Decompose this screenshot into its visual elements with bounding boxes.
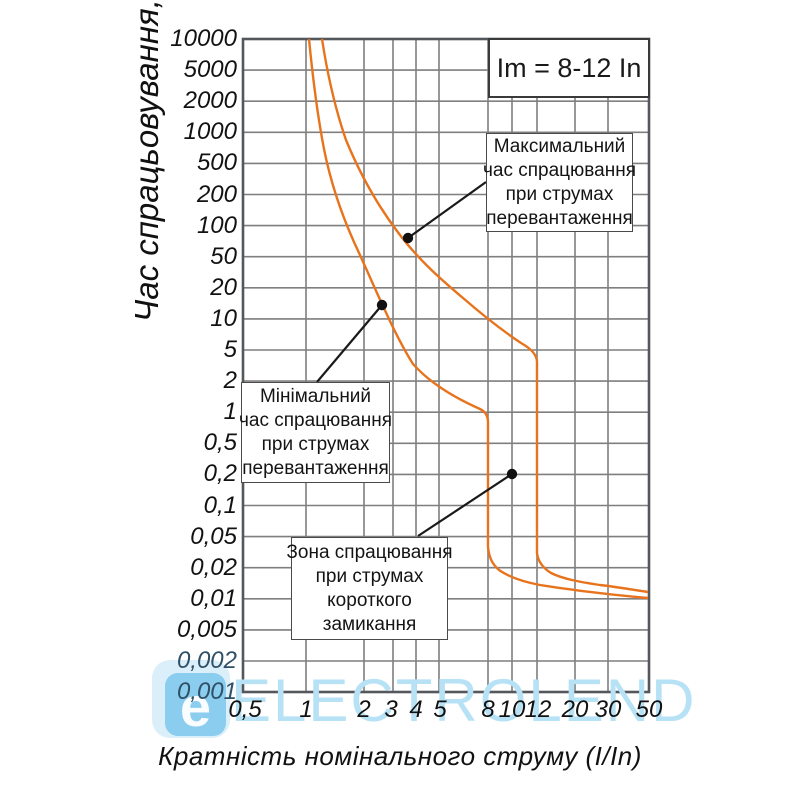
x-tick-label: 8	[481, 696, 495, 723]
y-tick-label: 10	[210, 305, 237, 332]
x-tick-label: 4	[409, 696, 423, 723]
minimum-trip-curve	[307, 38, 649, 600]
im-range-text: Im = 8-12 In	[496, 52, 642, 83]
x-tick-label: 3	[384, 696, 398, 723]
annotation-line: при струмах	[505, 183, 614, 205]
y-tick-label: 5	[223, 336, 237, 363]
watermark-logo: e	[165, 673, 226, 736]
y-tick-label: 50	[210, 243, 237, 270]
annotation-line: Мінімальний	[259, 385, 372, 407]
im-range-box: Im = 8-12 In	[488, 38, 650, 98]
callout-line-min	[316, 304, 383, 383]
callout-dot-min	[376, 299, 388, 311]
annotation-line: час спрацювання	[238, 409, 393, 431]
y-tick-label: 10000	[170, 25, 237, 52]
y-tick-label: 0,5	[203, 429, 237, 456]
y-tick-label: 0,01	[190, 585, 237, 612]
y-tick-label: 200	[196, 181, 237, 208]
annotation-line: перевантаження	[242, 457, 389, 479]
y-tick-label: 0,2	[203, 460, 237, 487]
y-tick-label: 0,002	[176, 647, 237, 674]
y-tick-label: 2	[223, 367, 237, 394]
y-tick-label: 2000	[183, 87, 237, 114]
callout-dot-zone	[506, 468, 518, 480]
annotation-line: Зона спрацювання	[286, 541, 453, 563]
annotation-line: час спрацювання	[482, 159, 637, 181]
y-tick-label: 5000	[183, 56, 237, 83]
y-tick-label: 20	[210, 274, 237, 301]
annotation-line: при струмах	[261, 433, 370, 455]
annotation-min-trip-time: Мінімальний час спрацювання при струмах …	[238, 382, 393, 483]
x-tick-label: 5	[433, 696, 447, 723]
annotation-line: короткого	[327, 589, 412, 611]
y-tick-label: 0,02	[190, 554, 237, 581]
callout-line-zone	[417, 473, 513, 537]
x-tick-label: 50	[635, 696, 663, 723]
annotation-line: при струмах	[315, 565, 424, 587]
x-tick-label: 12	[524, 696, 552, 723]
watermark-text: ELECTROLEND	[231, 667, 697, 734]
x-tick-label: 10	[498, 696, 526, 723]
watermark-logo-letter: e	[179, 674, 212, 738]
y-tick-label: 100	[196, 212, 237, 239]
y-tick-label: 1	[223, 398, 237, 425]
x-tick-label: 2	[357, 696, 371, 723]
maximum-trip-curve	[320, 38, 649, 594]
x-tick-label: 0,5	[228, 696, 262, 723]
annotation-max-trip-time: Максимальний час спрацювання при струмах…	[482, 133, 637, 232]
y-tick-label: 0,001	[176, 678, 237, 705]
y-tick-label: 0,1	[203, 492, 237, 519]
x-tick-label: 1	[299, 696, 313, 723]
callout-dot-max	[402, 232, 414, 244]
annotation-line: перевантаження	[486, 207, 633, 229]
y-tick-label: 500	[196, 149, 237, 176]
x-axis-title: Кратність номінального струму (I/In)	[158, 741, 642, 771]
x-tick-label: 30	[594, 696, 622, 723]
annotation-line: Максимальний	[493, 135, 626, 157]
x-tick-label: 20	[561, 696, 589, 723]
y-tick-label: 0,005	[176, 616, 237, 643]
y-tick-label: 1000	[183, 118, 237, 145]
annotation-line: замикання	[322, 613, 417, 635]
callout-line-max	[407, 181, 487, 239]
annotation-short-circuit-zone: Зона спрацювання при струмах короткого з…	[286, 537, 453, 640]
plot-border	[241, 37, 651, 694]
y-tick-label: 0,05	[190, 523, 237, 550]
